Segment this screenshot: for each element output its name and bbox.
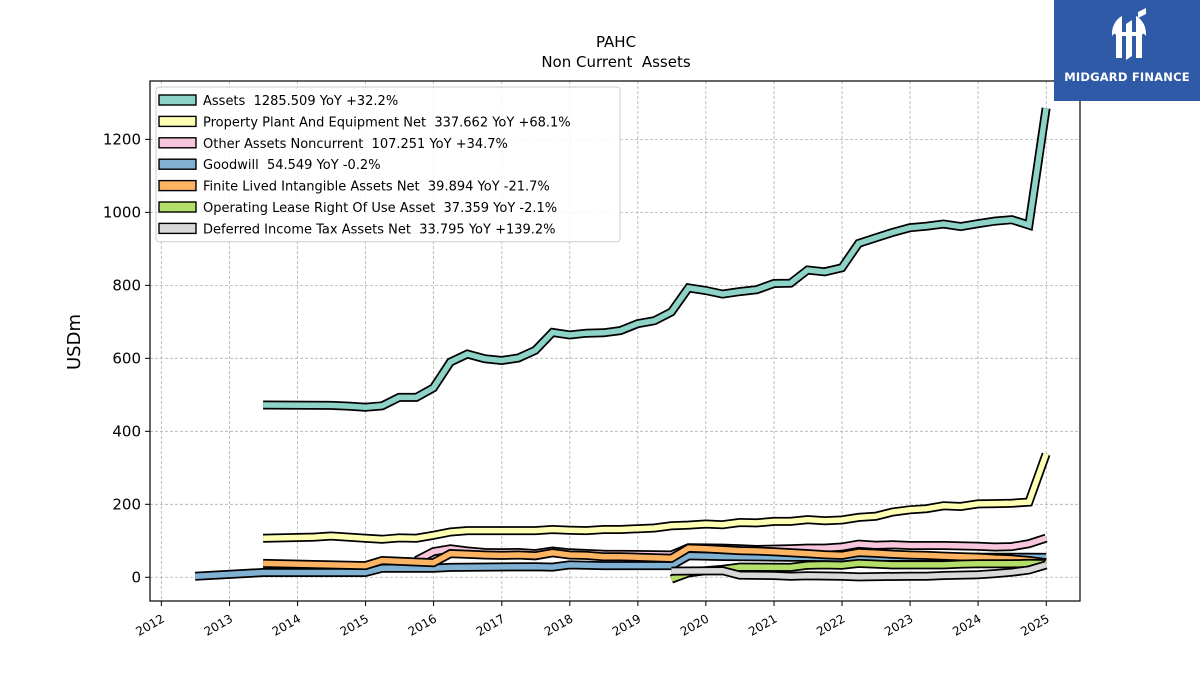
x-tick-label: 2018 — [542, 611, 575, 638]
legend-label-4: Finite Lived Intangible Assets Net 39.89… — [203, 180, 550, 195]
y-tick-label: 0 — [131, 568, 141, 586]
legend-swatch-6 — [158, 222, 197, 235]
x-tick-label: 2023 — [882, 611, 915, 638]
legend-swatch-0 — [158, 94, 197, 106]
legend-label-0: Assets 1285.509 YoY +32.2% — [203, 94, 398, 109]
legend-swatch-3 — [158, 158, 197, 170]
x-tick-label: 2015 — [338, 611, 371, 638]
series-lines — [194, 107, 1051, 584]
y-tick-label: 400 — [112, 422, 141, 440]
chart-subtitle: Non Current Assets — [541, 53, 691, 71]
legend-label-6: Deferred Income Tax Assets Net 33.795 Yo… — [203, 222, 556, 237]
legend-label-5: Operating Lease Right Of Use Asset 37.35… — [203, 201, 557, 216]
legend-box — [155, 86, 621, 243]
legend-swatch-5 — [158, 201, 197, 213]
brand-logo: MIDGARD FINANCE — [1054, 0, 1200, 101]
plot-frame — [149, 80, 1081, 602]
legend-swatch-2 — [158, 137, 197, 149]
x-tick-label: 2022 — [814, 611, 847, 638]
legend-label-1: Property Plant And Equipment Net 337.662… — [203, 115, 571, 130]
x-tick-label: 2025 — [1018, 611, 1051, 638]
brand-name: MIDGARD FINANCE — [1064, 70, 1190, 84]
chart-title: PAHC — [596, 33, 636, 51]
y-tick-label: 200 — [112, 495, 141, 513]
x-tick-label: 2024 — [950, 611, 983, 638]
y-tick-label: 1000 — [103, 203, 141, 221]
y-axis-label: USDm — [64, 314, 85, 370]
x-axis: 2012 2013 2014 2015 2016 2017 2018 2019 2020 2021… — [133, 601, 1052, 639]
brand-mark-icon — [1112, 8, 1146, 60]
x-tick-label: 2020 — [678, 611, 711, 638]
x-tick-label: 2019 — [610, 611, 643, 638]
series-line-0 — [263, 107, 1049, 410]
series-line-6 — [671, 562, 1047, 580]
x-tick-label: 2016 — [406, 611, 439, 638]
legend-label-3: Goodwill 54.549 YoY -0.2% — [203, 158, 381, 173]
series-line-4 — [263, 545, 1047, 569]
x-tick-label: 2021 — [746, 611, 779, 638]
x-tick-label: 2013 — [202, 611, 235, 638]
y-tick-label: 1200 — [103, 130, 141, 148]
x-tick-label: 2014 — [270, 611, 303, 638]
legend-swatch-4 — [158, 179, 197, 192]
x-tick-label: 2017 — [474, 611, 507, 638]
legend-label-2: Other Assets Noncurrent 107.251 YoY +34.… — [203, 137, 508, 152]
y-axis: 0 200 400 600 800 1000 1200 — [103, 130, 150, 586]
x-tick-label: 2012 — [133, 611, 166, 638]
legend-swatch-1 — [158, 115, 197, 128]
legend: Assets 1285.509 YoY +32.2% Property Plant… — [155, 86, 621, 243]
series-line-1 — [263, 453, 1049, 543]
y-tick-label: 600 — [112, 349, 141, 367]
y-tick-label: 800 — [112, 276, 141, 294]
